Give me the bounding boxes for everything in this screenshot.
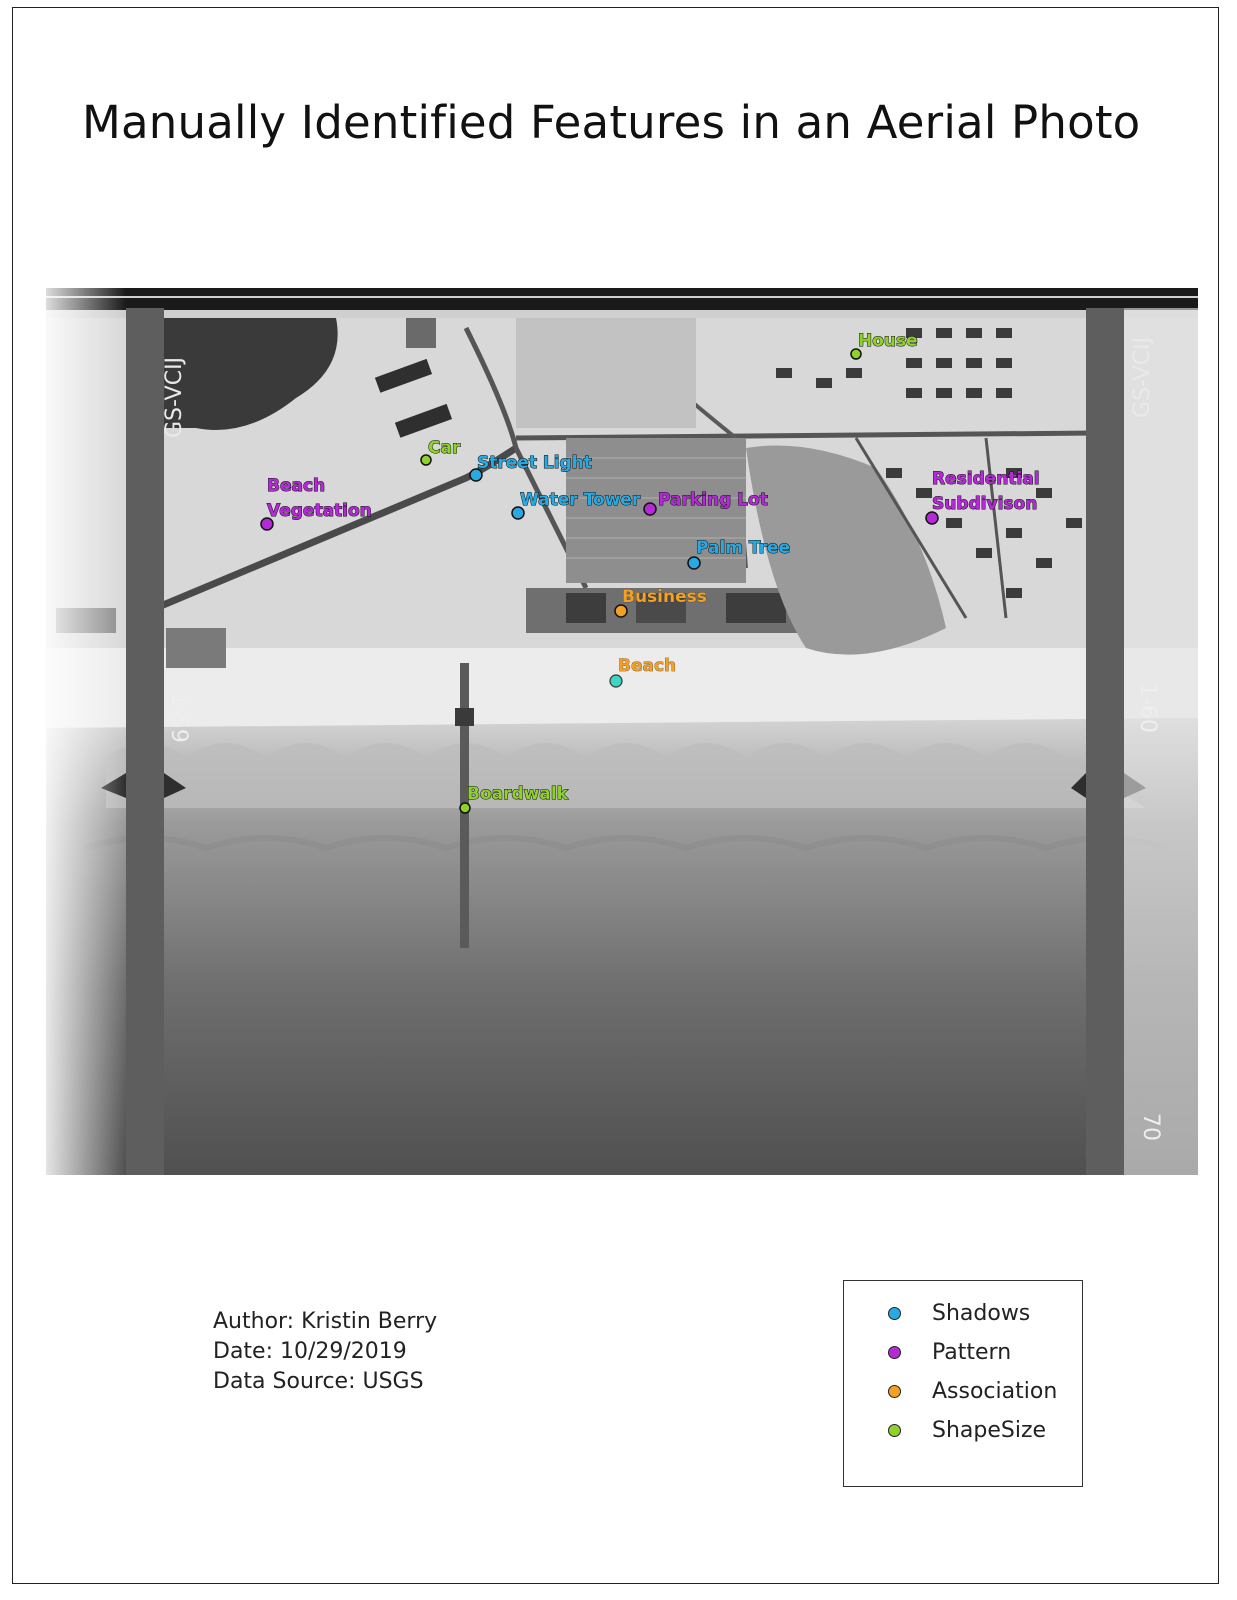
feature-label-beach: Beach — [618, 656, 676, 676]
feature-marker-residential-subdivison[interactable] — [925, 511, 939, 525]
legend-swatch-shapesize — [888, 1423, 901, 1437]
feature-marker-beach[interactable] — [609, 674, 623, 688]
feature-label-house: House — [858, 331, 918, 351]
map-metadata: Author: Kristin Berry Date: 10/29/2019 D… — [213, 1307, 437, 1397]
aerial-photo: GS-VCIJ GS-VCIJ 1-59 1-60 70 House Car S… — [46, 288, 1198, 1175]
feature-marker-street-light[interactable] — [469, 468, 483, 482]
feature-label-car: Car — [428, 438, 461, 458]
feature-marker-car[interactable] — [420, 454, 432, 466]
legend-label-pattern: Pattern — [932, 1339, 1012, 1365]
feature-marker-boardwalk[interactable] — [459, 802, 471, 814]
page-frame — [12, 7, 1219, 1584]
feature-marker-water-tower[interactable] — [511, 506, 525, 520]
map-title: Manually Identified Features in an Aeria… — [82, 96, 1141, 149]
legend-swatch-shadows — [888, 1306, 901, 1320]
feature-label-boardwalk: Boardwalk — [467, 784, 569, 804]
feature-label-residential-line1: Residential — [932, 469, 1040, 489]
feature-label-palm-tree: Palm Tree — [696, 538, 790, 558]
data-source-text: Data Source: USGS — [213, 1369, 424, 1394]
feature-label-business: Business — [622, 587, 707, 607]
feature-marker-beach-vegetation[interactable] — [260, 517, 274, 531]
film-label-left-top: GS-VCIJ — [162, 357, 187, 438]
legend: Shadows Pattern Association ShapeSize — [843, 1280, 1083, 1487]
legend-label-shapesize: ShapeSize — [932, 1417, 1047, 1443]
feature-label-residential-line2: Subdivison — [932, 494, 1037, 514]
feature-label-beach-vegetation-line1: Beach — [267, 476, 325, 496]
legend-label-shadows: Shadows — [932, 1300, 1031, 1326]
feature-marker-house[interactable] — [850, 348, 862, 360]
feature-label-water-tower: Water Tower — [520, 490, 641, 510]
feature-label-beach-vegetation-line2: Vegetation — [267, 501, 372, 521]
film-label-right-top: GS-VCIJ — [1130, 337, 1155, 418]
feature-label-street-light: Street Light — [477, 453, 592, 473]
feature-marker-palm-tree[interactable] — [687, 556, 701, 570]
feature-marker-parking-lot[interactable] — [643, 502, 657, 516]
feature-label-parking-lot: Parking Lot — [658, 490, 768, 510]
legend-swatch-association — [888, 1384, 901, 1398]
author-text: Author: Kristin Berry — [213, 1309, 438, 1334]
legend-label-association: Association — [932, 1378, 1058, 1404]
film-label-left-mid: 1-59 — [166, 693, 191, 743]
film-label-right-bottom: 70 — [1138, 1113, 1163, 1141]
legend-swatch-pattern — [888, 1345, 901, 1359]
feature-marker-business[interactable] — [614, 604, 628, 618]
film-label-right-mid: 1-60 — [1135, 683, 1160, 733]
date-text: Date: 10/29/2019 — [213, 1339, 407, 1364]
